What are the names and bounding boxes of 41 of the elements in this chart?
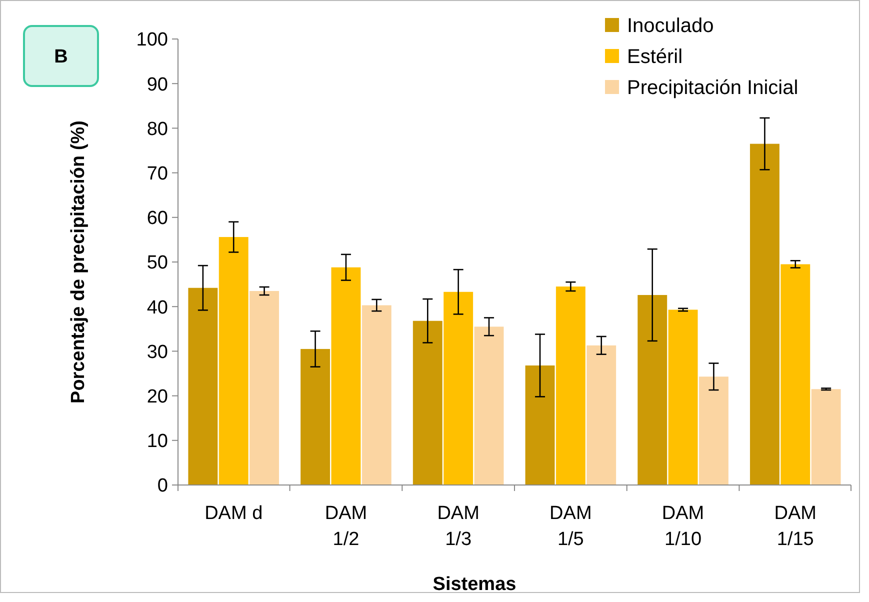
x-tick-label: DAM d [204, 503, 263, 524]
bar [586, 345, 616, 485]
x-tick-label: DAM 1/10 [662, 503, 704, 550]
bar [444, 292, 474, 485]
bar [331, 267, 361, 485]
bar [638, 295, 668, 485]
y-tick-label: 100 [136, 30, 168, 51]
bar [525, 365, 555, 485]
bar [300, 348, 330, 485]
bar [811, 389, 841, 485]
bar [412, 320, 442, 485]
bar [362, 305, 392, 485]
x-tick-label: DAM 1/15 [774, 503, 816, 550]
y-tick-label: 10 [146, 431, 168, 452]
legend-label: Precipitación Inicial [627, 77, 798, 99]
bar [750, 144, 780, 485]
y-tick-label: 80 [146, 118, 168, 140]
bar [188, 288, 218, 485]
x-tick-label: DAM 1/2 [324, 503, 368, 550]
y-axis-title: Porcentaje de precipitación (%) [68, 120, 89, 404]
bar [474, 326, 504, 485]
bar [556, 286, 586, 485]
bar [668, 310, 698, 485]
y-tick-label: 40 [146, 297, 168, 318]
legend-label: Estéril [627, 46, 683, 68]
x-tick-label: DAM 1/3 [437, 503, 480, 550]
bar [780, 264, 810, 485]
bar [250, 290, 280, 485]
text: B [54, 46, 68, 68]
y-tick-label: 60 [146, 208, 168, 230]
bar [218, 237, 248, 485]
y-tick-label: 70 [146, 163, 168, 184]
x-axis-title: Sistemas [432, 574, 516, 595]
y-tick-label: 30 [146, 342, 168, 363]
y-tick-label: 20 [146, 386, 168, 408]
bar [698, 376, 728, 485]
legend-label: Inoculado [627, 15, 714, 37]
y-tick-label: 90 [146, 74, 168, 96]
x-tick-label: DAM 1/5 [550, 503, 592, 550]
y-tick-label: 50 [146, 252, 168, 274]
y-tick-label: 0 [157, 476, 168, 497]
